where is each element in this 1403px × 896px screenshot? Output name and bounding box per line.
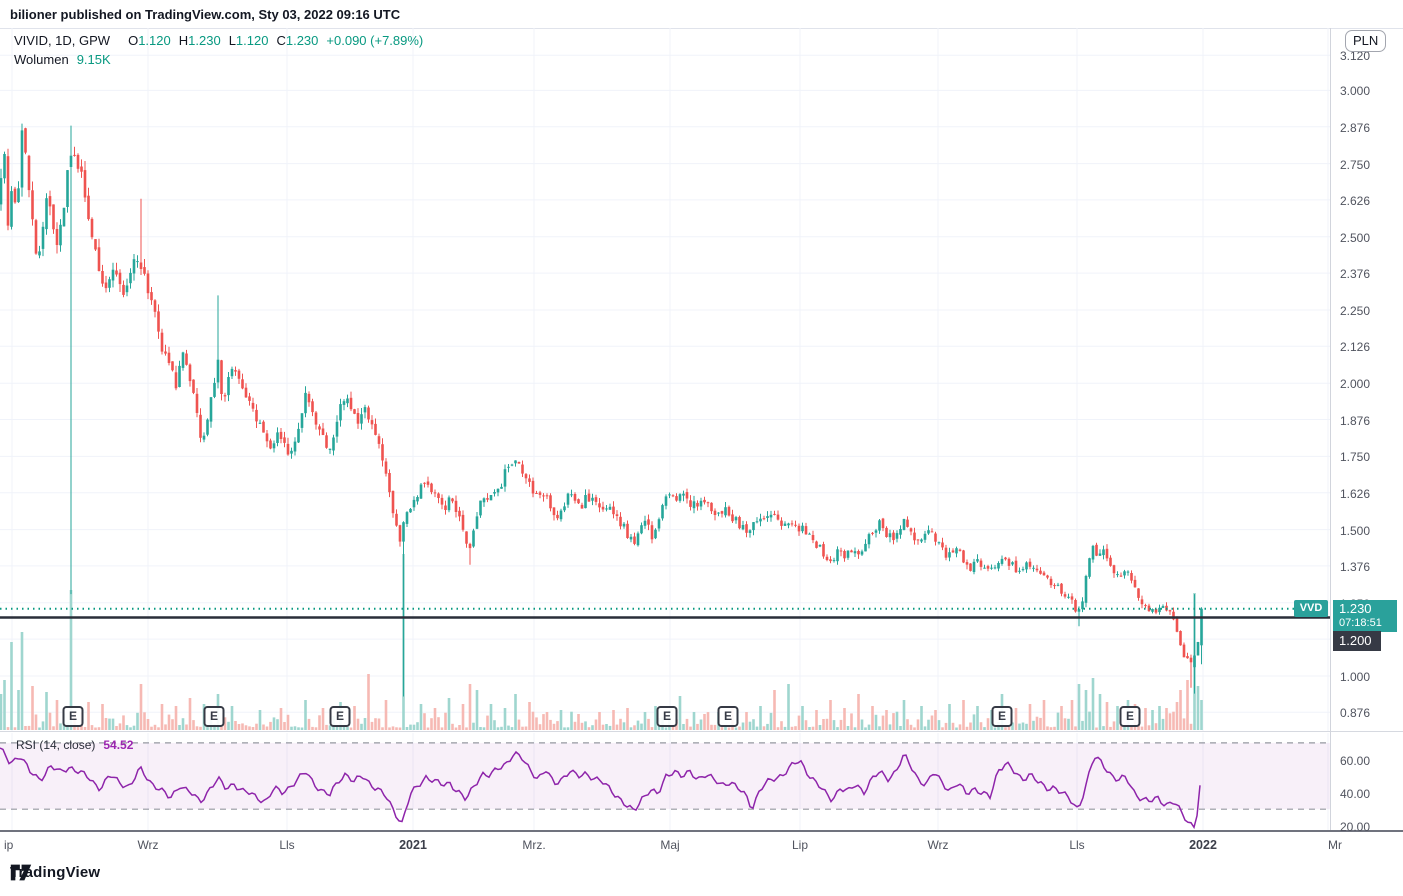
low-label: L bbox=[228, 33, 236, 48]
price-tick-label: 2.626 bbox=[1340, 194, 1371, 208]
open-label: O bbox=[128, 33, 139, 48]
price-axis-border bbox=[1330, 28, 1331, 831]
time-tick-label: Lls bbox=[279, 838, 295, 852]
rsi-title: RSI (14, close) bbox=[16, 738, 96, 752]
price-tick-label: 2.376 bbox=[1340, 267, 1371, 281]
time-axis[interactable]: ip Wrz Lls 2021 Mrz. Maj Lip Wrz Lls 2022 Mr bbox=[0, 833, 1403, 858]
price-line-badge: 1.200 bbox=[1333, 631, 1381, 651]
price-axis[interactable]: 3.120 3.000 2.876 2.750 2.626 2.500 2.376 2.250… bbox=[1331, 28, 1403, 834]
series-tag-badge[interactable]: VVD bbox=[1294, 600, 1328, 617]
price-tick-label: 1.876 bbox=[1340, 414, 1371, 428]
volume-series bbox=[0, 554, 1203, 730]
time-tick-label: 2022 bbox=[1189, 838, 1217, 852]
candlestick-series bbox=[0, 123, 1203, 697]
earnings-marker[interactable]: E bbox=[1119, 706, 1141, 727]
symbol-title: VIVID, 1D, GPW bbox=[14, 33, 111, 48]
rsi-tick-label: 20.00 bbox=[1340, 820, 1371, 834]
price-chart-pane[interactable] bbox=[0, 28, 1330, 732]
rsi-value: 54.52 bbox=[103, 738, 134, 752]
countdown-timer: 07:18:51 bbox=[1339, 617, 1382, 629]
time-tick-label: Lip bbox=[791, 838, 809, 852]
price-tick-label: 2.500 bbox=[1340, 231, 1371, 245]
tradingview-logo-icon[interactable] bbox=[10, 864, 32, 881]
price-tick-label: 1.000 bbox=[1340, 670, 1371, 684]
currency-badge: PLN bbox=[1345, 30, 1387, 52]
price-tick-label: 1.376 bbox=[1340, 560, 1371, 574]
volume-legend[interactable]: Wolumen 9.15K bbox=[14, 52, 111, 67]
volume-value: 9.15K bbox=[76, 52, 111, 67]
price-tick-label: 2.876 bbox=[1340, 121, 1371, 135]
price-tick-label: 1.626 bbox=[1340, 487, 1371, 501]
price-tick-label: 3.120 bbox=[1340, 49, 1371, 63]
publish-attribution: bilioner published on TradingView.com, S… bbox=[10, 7, 401, 22]
time-tick-label: Wrz bbox=[137, 838, 159, 852]
change-value: +0.090 (+7.89%) bbox=[326, 33, 424, 48]
price-tick-label: 2.126 bbox=[1340, 340, 1371, 354]
pane-separator[interactable] bbox=[0, 731, 1403, 732]
earnings-marker[interactable]: E bbox=[62, 706, 84, 727]
symbol-legend[interactable]: VIVID, 1D, GPW O1.120 H1.230 L1.120 C1.230 +0… bbox=[14, 33, 423, 48]
widget-top-border bbox=[0, 28, 1403, 29]
price-tick-label: 0.876 bbox=[1340, 706, 1371, 720]
footer: TradingView bbox=[10, 864, 100, 881]
price-tick-label: 2.250 bbox=[1340, 304, 1371, 318]
price-tick-label: 2.000 bbox=[1340, 377, 1371, 391]
time-tick-label: ip bbox=[4, 838, 14, 852]
time-axis-border bbox=[0, 830, 1403, 832]
high-label: H bbox=[178, 33, 189, 48]
earnings-marker[interactable]: E bbox=[203, 706, 225, 727]
earnings-marker[interactable]: E bbox=[717, 706, 739, 727]
time-tick-label: Wrz bbox=[927, 838, 949, 852]
last-price-value: 1.230 bbox=[1339, 601, 1372, 616]
last-price-badge: 1.230 07:18:51 bbox=[1333, 600, 1397, 632]
price-tick-label: 2.750 bbox=[1340, 158, 1371, 172]
rsi-pane[interactable] bbox=[0, 733, 1330, 830]
rsi-tick-label: 40.00 bbox=[1340, 787, 1371, 801]
price-tick-label: 3.000 bbox=[1340, 84, 1371, 98]
volume-label: Wolumen bbox=[14, 52, 69, 67]
time-tick-label: Mr bbox=[1328, 838, 1342, 852]
rsi-tick-label: 60.00 bbox=[1340, 754, 1371, 768]
high-value: 1.230 bbox=[188, 33, 221, 48]
grid-lines bbox=[0, 28, 1330, 732]
close-label: C bbox=[276, 33, 286, 48]
tradingview-logo-text[interactable]: TradingView bbox=[10, 864, 101, 881]
earnings-marker[interactable]: E bbox=[991, 706, 1013, 727]
time-tick-label: Mrz. bbox=[522, 838, 546, 852]
low-value: 1.120 bbox=[235, 33, 269, 48]
time-tick-label: Lls bbox=[1069, 838, 1085, 852]
price-tick-label: 1.750 bbox=[1340, 450, 1371, 464]
close-value: 1.230 bbox=[285, 33, 319, 48]
time-tick-label: Maj bbox=[660, 838, 680, 852]
earnings-marker[interactable]: E bbox=[329, 706, 351, 727]
rsi-line bbox=[0, 747, 1201, 830]
price-tick-label: 1.500 bbox=[1340, 524, 1371, 538]
time-tick-label: 2021 bbox=[399, 838, 427, 852]
open-value: 1.120 bbox=[138, 33, 171, 48]
earnings-marker[interactable]: E bbox=[656, 706, 678, 727]
rsi-legend[interactable]: RSI (14, close) 54.52 bbox=[16, 738, 133, 752]
